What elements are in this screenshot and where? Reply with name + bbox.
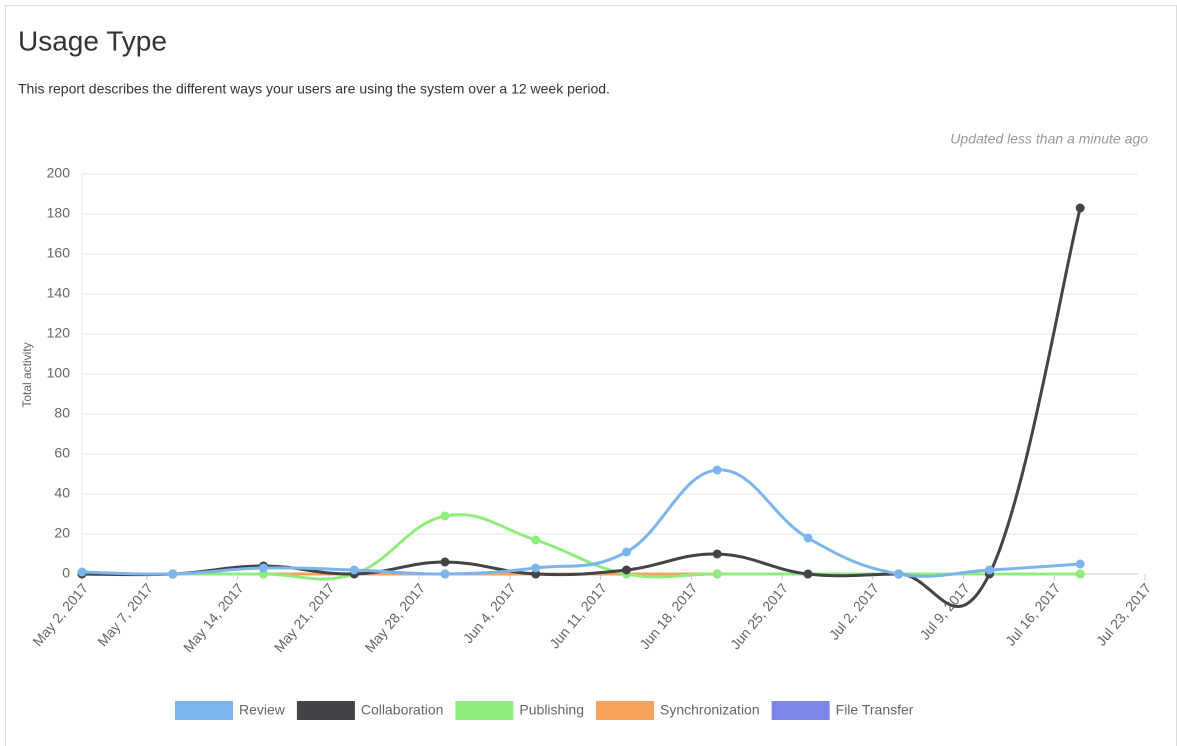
- data-point: [1075, 559, 1085, 569]
- data-point: [349, 565, 359, 575]
- data-point: [77, 567, 87, 577]
- data-point: [531, 563, 541, 573]
- data-point: [440, 569, 450, 579]
- data-point: [803, 569, 813, 579]
- legend-swatch[interactable]: [771, 701, 830, 720]
- y-tick-label: 0: [62, 565, 70, 581]
- y-tick-label: 20: [54, 525, 70, 541]
- data-point: [1075, 203, 1085, 213]
- legend-label[interactable]: Review: [239, 702, 286, 718]
- legend-label[interactable]: Synchronization: [660, 702, 760, 718]
- y-tick-label: 60: [54, 445, 70, 461]
- data-point: [984, 565, 994, 575]
- y-tick-label: 140: [47, 285, 71, 301]
- y-tick-label: 200: [47, 165, 71, 181]
- y-tick-label: 180: [47, 205, 71, 221]
- data-point: [168, 569, 178, 579]
- data-point: [712, 549, 722, 559]
- y-tick-label: 120: [47, 325, 71, 341]
- legend-swatch[interactable]: [455, 701, 514, 720]
- legend-label[interactable]: Collaboration: [361, 702, 444, 718]
- data-point: [803, 533, 813, 543]
- legend-swatch[interactable]: [596, 701, 655, 720]
- updated-note: Updated less than a minute ago: [950, 131, 1148, 147]
- data-point: [440, 557, 450, 567]
- data-point: [258, 563, 268, 573]
- y-tick-label: 80: [54, 405, 70, 421]
- chart-title: Usage Type: [18, 25, 167, 56]
- subtitle: This report describes the different ways…: [18, 81, 610, 97]
- data-point: [712, 569, 722, 579]
- data-point: [712, 465, 722, 475]
- y-tick-label: 40: [54, 485, 70, 501]
- data-point: [531, 535, 541, 545]
- data-point: [894, 569, 904, 579]
- y-tick-label: 100: [47, 365, 71, 381]
- legend-label[interactable]: Publishing: [519, 702, 584, 718]
- data-point: [1075, 569, 1085, 579]
- y-axis-label: Total activity: [20, 342, 34, 407]
- y-tick-label: 160: [47, 245, 71, 261]
- data-point: [621, 565, 631, 575]
- panel: [5, 5, 1177, 746]
- legend-swatch[interactable]: [175, 701, 233, 720]
- data-point: [621, 547, 631, 557]
- legend-label[interactable]: File Transfer: [836, 702, 914, 718]
- legend-swatch[interactable]: [296, 701, 355, 720]
- data-point: [440, 511, 450, 521]
